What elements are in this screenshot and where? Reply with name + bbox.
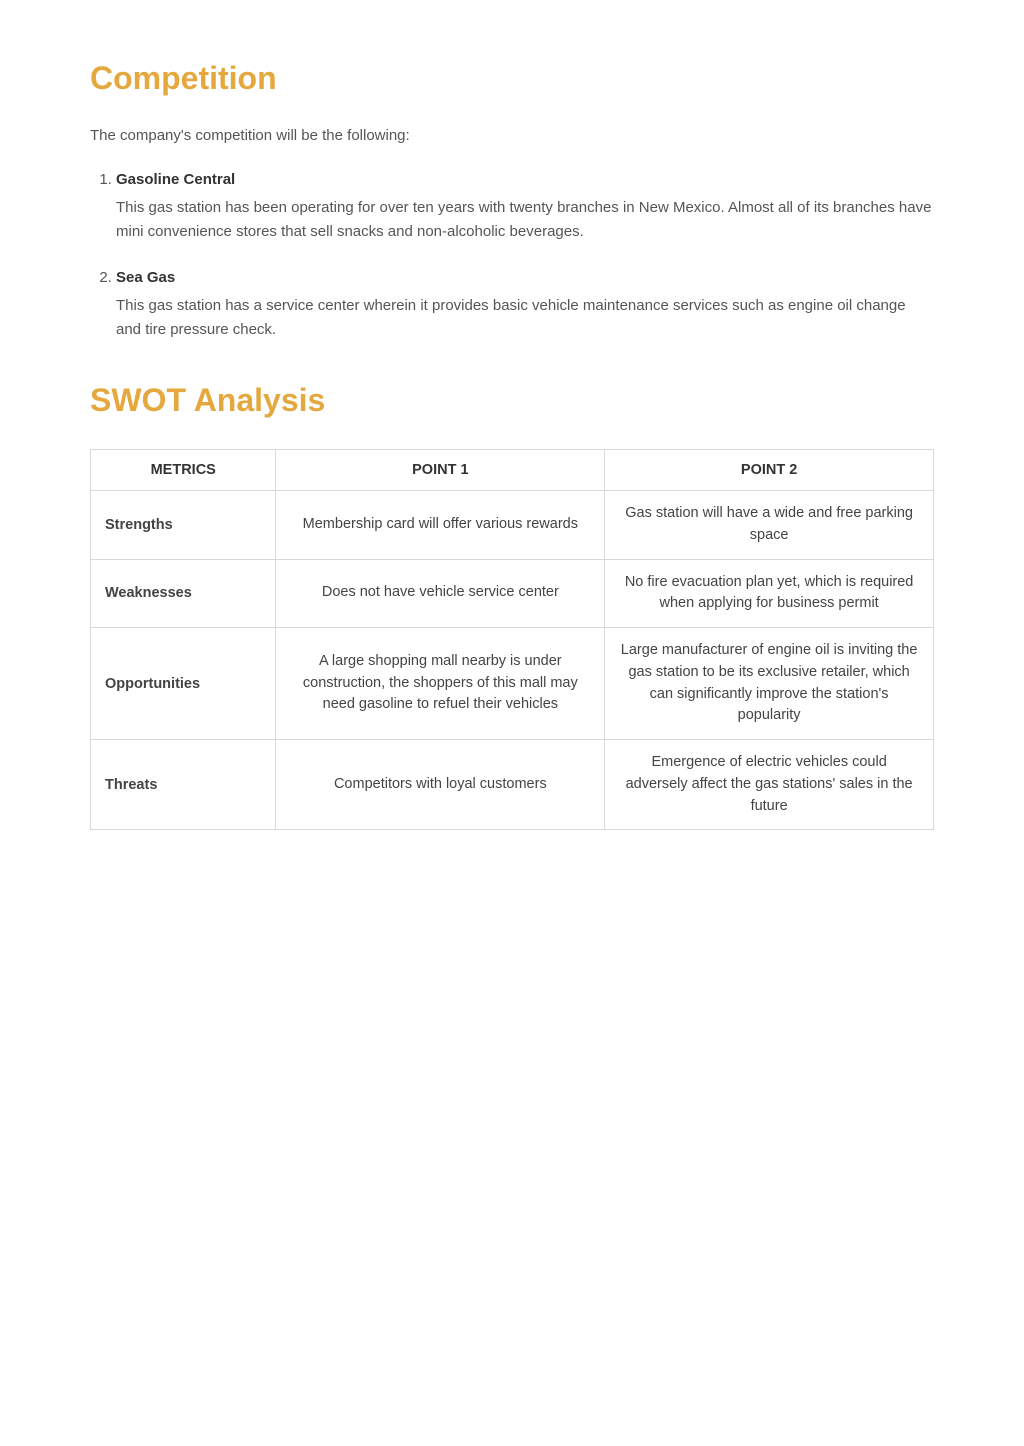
competition-list: Gasoline Central This gas station has be…	[90, 168, 934, 342]
metric-label: Weaknesses	[91, 559, 276, 628]
metric-label: Strengths	[91, 491, 276, 560]
cell-point2: No fire evacuation plan yet, which is re…	[605, 559, 934, 628]
cell-point1: Membership card will offer various rewar…	[276, 491, 605, 560]
list-item: Sea Gas This gas station has a service c…	[116, 266, 934, 342]
competitor-desc: This gas station has a service center wh…	[116, 297, 906, 338]
swot-heading: SWOT Analysis	[90, 382, 934, 419]
cell-point1: Does not have vehicle service center	[276, 559, 605, 628]
col-point1: POINT 1	[276, 450, 605, 491]
table-row: Opportunities A large shopping mall near…	[91, 628, 934, 740]
table-row: Strengths Membership card will offer var…	[91, 491, 934, 560]
competition-heading: Competition	[90, 60, 934, 97]
table-header-row: METRICS POINT 1 POINT 2	[91, 450, 934, 491]
table-row: Threats Competitors with loyal customers…	[91, 740, 934, 830]
list-item: Gasoline Central This gas station has be…	[116, 168, 934, 244]
cell-point2: Gas station will have a wide and free pa…	[605, 491, 934, 560]
cell-point1: Competitors with loyal customers	[276, 740, 605, 830]
competitor-title: Sea Gas	[116, 266, 934, 290]
cell-point2: Emergence of electric vehicles could adv…	[605, 740, 934, 830]
swot-section: SWOT Analysis METRICS POINT 1 POINT 2 St…	[90, 382, 934, 830]
competition-intro: The company's competition will be the fo…	[90, 127, 934, 144]
competitor-title: Gasoline Central	[116, 168, 934, 192]
competitor-desc: This gas station has been operating for …	[116, 199, 931, 240]
metric-label: Threats	[91, 740, 276, 830]
col-point2: POINT 2	[605, 450, 934, 491]
cell-point2: Large manufacturer of engine oil is invi…	[605, 628, 934, 740]
cell-point1: A large shopping mall nearby is under co…	[276, 628, 605, 740]
swot-table: METRICS POINT 1 POINT 2 Strengths Member…	[90, 449, 934, 830]
col-metrics: METRICS	[91, 450, 276, 491]
table-row: Weaknesses Does not have vehicle service…	[91, 559, 934, 628]
metric-label: Opportunities	[91, 628, 276, 740]
